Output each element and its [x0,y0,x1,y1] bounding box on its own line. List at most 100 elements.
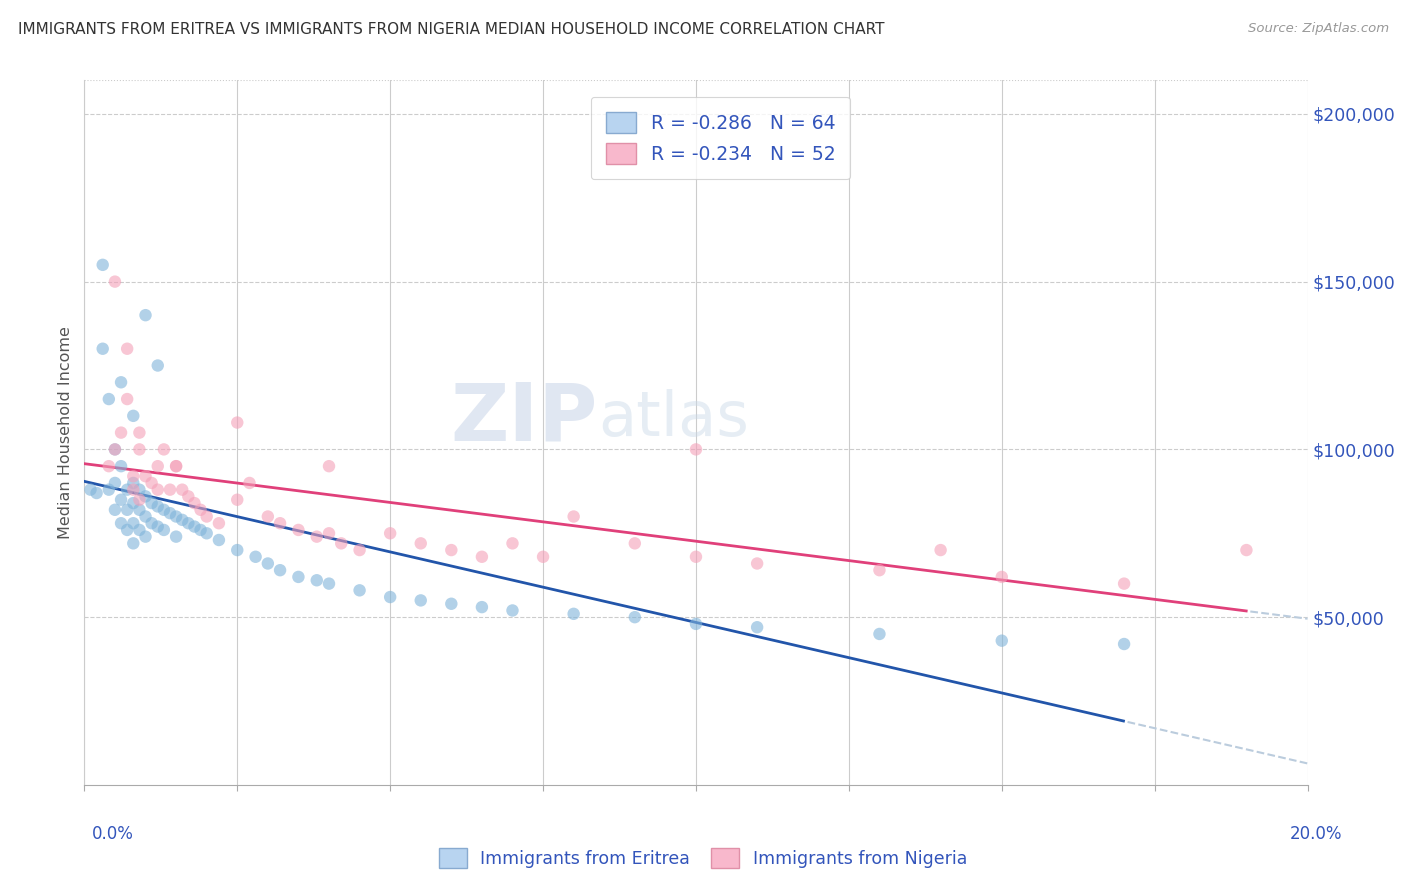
Point [135,530,157,544]
Point [122,469,145,483]
Point [318,459,340,474]
Point [110,459,132,474]
Point [128,503,150,517]
Point [122,536,145,550]
Point [471,600,494,615]
Point [165,459,187,474]
Point [104,442,127,457]
Point [440,543,463,558]
Point [135,308,157,322]
Point [79,483,101,497]
Point [747,557,769,571]
Point [128,523,150,537]
Point [287,523,309,537]
Point [269,563,291,577]
Point [135,509,157,524]
Point [257,557,280,571]
Point [146,500,169,514]
Point [245,549,267,564]
Point [91,342,114,356]
Text: atlas: atlas [598,389,749,449]
Point [747,620,769,634]
Point [183,496,205,510]
Point [177,489,200,503]
Point [562,509,585,524]
Point [159,483,181,497]
Point [146,359,169,373]
Point [110,425,132,440]
Point [562,607,585,621]
Point [409,536,432,550]
Point [208,533,231,547]
Point [104,503,127,517]
Text: 20.0%: 20.0% [1291,825,1343,843]
Point [172,483,194,497]
Point [135,469,157,483]
Point [110,376,132,390]
Point [146,459,169,474]
Point [1114,637,1136,651]
Point [153,523,176,537]
Point [305,530,328,544]
Point [97,483,120,497]
Point [869,563,891,577]
Point [380,590,402,604]
Point [502,536,524,550]
Point [104,275,127,289]
Text: IMMIGRANTS FROM ERITREA VS IMMIGRANTS FROM NIGERIA MEDIAN HOUSEHOLD INCOME CORRE: IMMIGRANTS FROM ERITREA VS IMMIGRANTS FR… [18,22,884,37]
Point [1236,543,1258,558]
Point [226,543,249,558]
Point [238,475,260,490]
Point [440,597,463,611]
Point [128,492,150,507]
Point [869,627,891,641]
Point [226,416,249,430]
Point [685,616,707,631]
Point [128,483,150,497]
Point [122,516,145,531]
Point [104,475,127,490]
Point [269,516,291,531]
Point [146,519,169,533]
Point [141,475,163,490]
Point [409,593,432,607]
Text: Source: ZipAtlas.com: Source: ZipAtlas.com [1249,22,1389,36]
Point [177,516,200,531]
Y-axis label: Median Household Income: Median Household Income [58,326,73,539]
Point [502,603,524,617]
Point [104,442,127,457]
Point [330,536,353,550]
Point [165,509,187,524]
Point [122,409,145,423]
Point [531,549,554,564]
Point [685,442,707,457]
Point [208,516,231,531]
Point [287,570,309,584]
Point [991,633,1014,648]
Point [153,503,176,517]
Point [146,483,169,497]
Point [122,496,145,510]
Point [685,549,707,564]
Text: 0.0%: 0.0% [91,825,134,843]
Point [172,513,194,527]
Point [122,483,145,497]
Point [153,442,176,457]
Point [115,503,138,517]
Point [91,258,114,272]
Point [349,543,371,558]
Point [190,523,212,537]
Point [190,503,212,517]
Point [991,570,1014,584]
Point [141,516,163,531]
Text: ZIP: ZIP [451,379,598,458]
Point [128,425,150,440]
Point [1114,576,1136,591]
Point [165,530,187,544]
Point [115,523,138,537]
Point [318,576,340,591]
Point [305,574,328,588]
Point [183,519,205,533]
Point [929,543,952,558]
Point [195,509,218,524]
